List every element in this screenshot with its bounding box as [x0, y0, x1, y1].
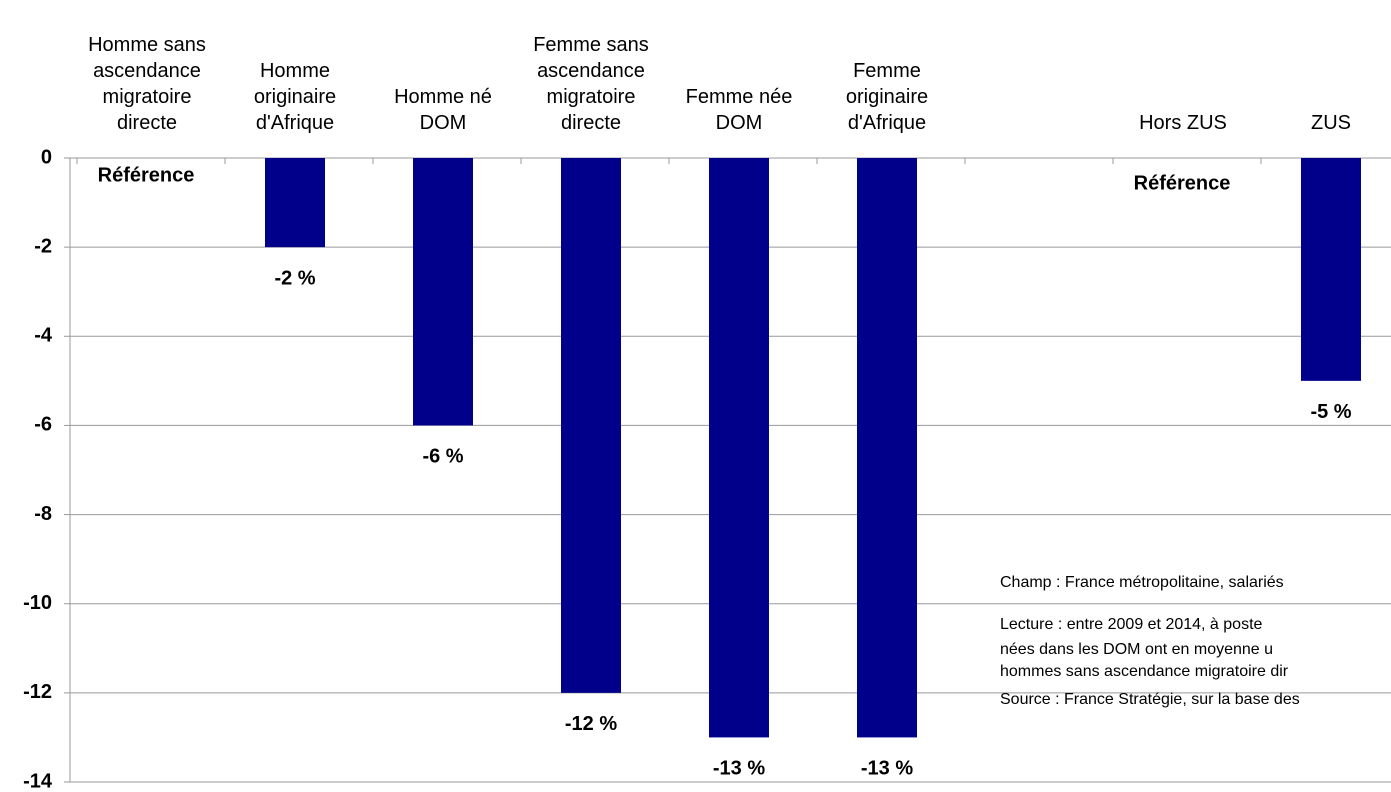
- y-tick-label: -10: [23, 592, 52, 614]
- value-label: -12 %: [565, 713, 617, 735]
- x-tick-label: Hors ZUS: [1139, 112, 1227, 134]
- y-tick-label: -8: [34, 503, 52, 525]
- x-tick-label: Femme originaire d'Afrique: [845, 60, 929, 134]
- y-tick-label: -2: [34, 235, 52, 257]
- y-tick-label: -4: [34, 325, 53, 347]
- y-tick-label: -12: [23, 681, 52, 703]
- value-label: -13 %: [713, 758, 765, 780]
- note: Champ : France métropolitaine, salariés: [1000, 574, 1284, 591]
- note: nées dans les DOM ont en moyenne u: [1000, 641, 1273, 658]
- note: Lecture : entre 2009 et 2014, à poste: [1000, 616, 1263, 633]
- note: hommes sans ascendance migratoire dir: [1000, 663, 1289, 680]
- bar: [413, 158, 473, 426]
- x-tick-label: Homme sans ascendance migratoire directe: [88, 34, 206, 134]
- value-label: -2 %: [274, 267, 315, 289]
- x-tick-label: ZUS: [1311, 112, 1351, 134]
- bar: [1301, 158, 1361, 381]
- bar: [709, 158, 769, 738]
- x-tick-label: Femme née DOM: [685, 86, 793, 134]
- value-label: -6 %: [422, 446, 463, 468]
- bar: [561, 158, 621, 693]
- value-label: -5 %: [1310, 401, 1351, 423]
- x-tick-label: Femme sans ascendance migratoire directe: [533, 34, 649, 134]
- y-tick-label: -6: [34, 414, 52, 436]
- x-tick-label: Homme originaire d'Afrique: [253, 60, 337, 134]
- y-tick-label: 0: [41, 146, 52, 168]
- value-label: -13 %: [861, 758, 913, 780]
- x-tick-label: Homme né DOM: [394, 86, 492, 134]
- value-label: Référence: [1134, 172, 1231, 194]
- y-tick-label: -14: [23, 770, 53, 792]
- bar: [265, 158, 325, 248]
- value-label: Référence: [98, 164, 195, 186]
- bar: [857, 158, 917, 738]
- note: Source : France Stratégie, sur la base d…: [1000, 691, 1300, 708]
